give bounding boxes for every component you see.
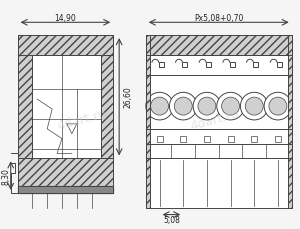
Circle shape — [151, 98, 169, 116]
Bar — [206, 63, 211, 68]
Text: 4dart.ru: 4dart.ru — [189, 107, 241, 132]
Circle shape — [269, 98, 287, 116]
Circle shape — [198, 98, 216, 116]
Polygon shape — [18, 186, 113, 193]
Circle shape — [264, 93, 292, 120]
Bar — [146, 36, 292, 208]
Bar — [204, 136, 210, 142]
Text: 5,08: 5,08 — [163, 215, 180, 224]
Text: 4dart.ru: 4dart.ru — [56, 107, 108, 132]
Circle shape — [174, 98, 192, 116]
Circle shape — [245, 98, 263, 116]
Circle shape — [222, 98, 240, 116]
Text: 26,60: 26,60 — [124, 86, 133, 108]
Circle shape — [217, 93, 244, 120]
Circle shape — [146, 93, 173, 120]
Bar — [18, 36, 113, 56]
Bar — [159, 63, 164, 68]
Bar — [18, 159, 113, 193]
Text: Px5,08+0,70: Px5,08+0,70 — [194, 14, 243, 23]
Bar — [275, 136, 281, 142]
Bar — [277, 63, 282, 68]
Circle shape — [240, 93, 268, 120]
Bar — [32, 56, 101, 159]
Bar — [182, 63, 187, 68]
Bar — [146, 36, 292, 56]
Bar — [230, 63, 235, 68]
Circle shape — [193, 93, 221, 120]
Bar — [228, 136, 233, 142]
Circle shape — [169, 93, 197, 120]
Bar — [157, 136, 163, 142]
Text: 8,30: 8,30 — [1, 167, 10, 184]
Bar — [253, 63, 258, 68]
Bar — [146, 36, 150, 208]
Bar — [18, 36, 32, 159]
Bar — [101, 36, 113, 159]
Bar — [251, 136, 257, 142]
Text: 14,90: 14,90 — [54, 14, 76, 23]
Bar — [288, 36, 292, 208]
Bar — [180, 136, 186, 142]
